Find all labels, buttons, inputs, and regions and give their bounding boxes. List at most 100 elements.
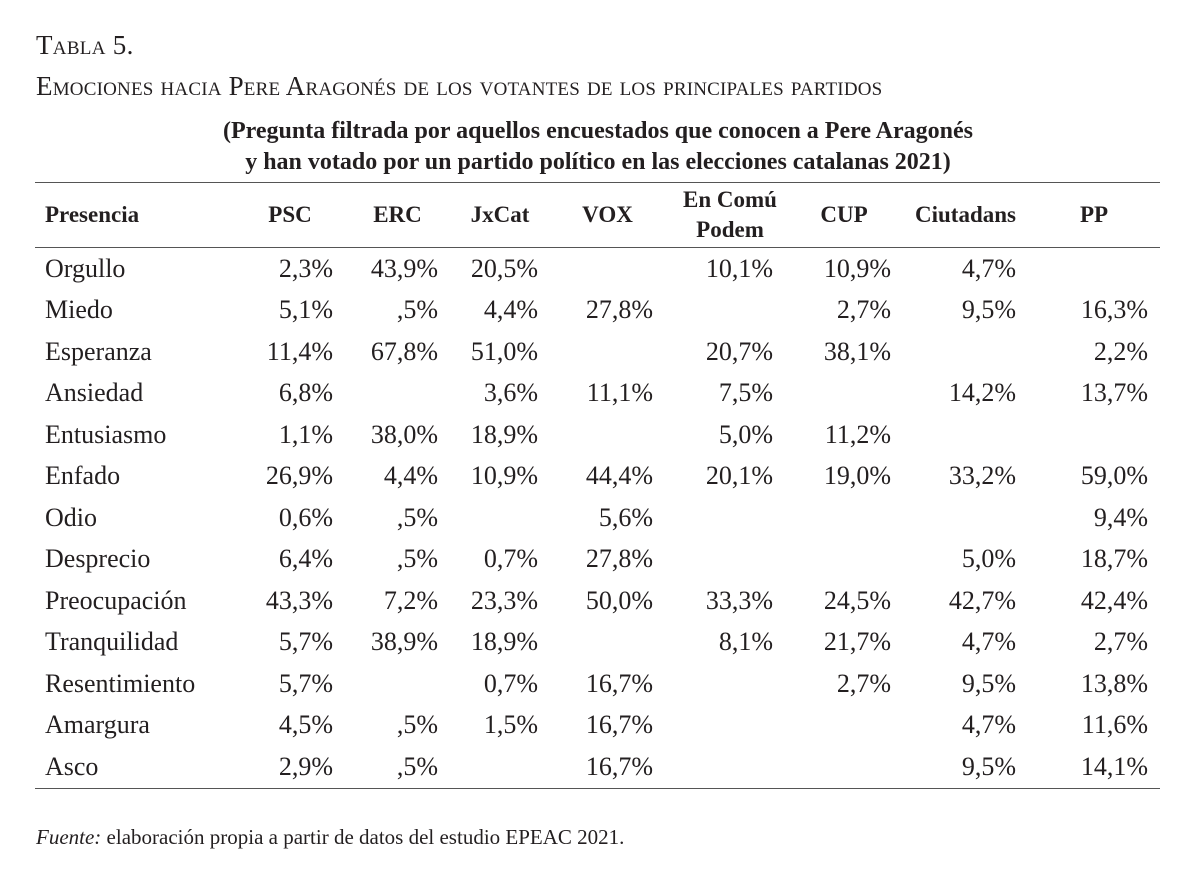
table-title: Emociones hacia Pere Aragonés de los vot…: [36, 71, 883, 101]
table-cell: ,5%: [396, 544, 438, 574]
table-cell: 0,7%: [483, 544, 538, 574]
table-cell: 8,1%: [718, 627, 773, 657]
table-cell: 33,2%: [948, 461, 1016, 491]
table-cell: 4,4%: [483, 295, 538, 325]
table-cell: 44,4%: [585, 461, 653, 491]
subtitle-line-1: (Pregunta filtrada por aquellos encuesta…: [223, 118, 973, 144]
table-cell: 11,6%: [1081, 710, 1148, 740]
table-cell: [903, 414, 1028, 456]
table-cell: 23,3%: [470, 585, 538, 615]
table-cell: [345, 663, 450, 705]
table-cell: [665, 746, 785, 788]
column-header: Ciutadans: [915, 202, 1016, 227]
table-cell: [1028, 414, 1160, 456]
table-cell: [903, 497, 1028, 539]
table-cell: 0,7%: [483, 668, 538, 698]
row-label: Ansiedad: [45, 378, 144, 408]
row-label: Entusiasmo: [45, 419, 167, 449]
table-cell: 38,9%: [370, 627, 438, 657]
column-header: En Comú Podem: [683, 187, 777, 242]
table-cell: 4,7%: [961, 627, 1016, 657]
table-row: Odio 0,6% ,5% 5,6% 9,4%: [35, 497, 1160, 539]
table-cell: ,5%: [396, 710, 438, 740]
table-row: Esperanza 11,4% 67,8% 51,0% 20,7% 38,1% 2,2%: [35, 331, 1160, 373]
table-cell: 10,9%: [470, 461, 538, 491]
table-row: Tranquilidad 5,7% 38,9% 18,9% 8,1% 21,7% 4,7% 2…: [35, 622, 1160, 664]
table-cell: 2,7%: [836, 668, 891, 698]
table-cell: 4,7%: [961, 253, 1016, 283]
table-cell: 16,7%: [585, 710, 653, 740]
table-cell: 9,5%: [961, 295, 1016, 325]
table-cell: 5,6%: [598, 502, 653, 532]
table-row: Asco 2,9% ,5% 16,7% 9,5% 14,1%: [35, 746, 1160, 788]
table-cell: [450, 497, 550, 539]
table-cell: 10,9%: [823, 253, 891, 283]
row-label: Asco: [45, 751, 99, 781]
table-row: Ansiedad 6,8% 3,6% 11,1% 7,5% 14,2% 13,7%: [35, 373, 1160, 415]
table-cell: 11,1%: [586, 378, 653, 408]
table-row: Miedo 5,1% ,5% 4,4% 27,8% 2,7% 9,5% 16,3%: [35, 290, 1160, 332]
table-cell: [903, 331, 1028, 373]
table-cell: 38,0%: [370, 419, 438, 449]
row-label: Tranquilidad: [45, 627, 179, 657]
header-row: Presencia PSC ERC JxCat VOX En Comú Podem CUP Ci…: [35, 182, 1160, 248]
table-cell: [665, 539, 785, 581]
table-cell: 11,2%: [824, 419, 891, 449]
table-cell: 21,7%: [823, 627, 891, 657]
table-cell: 5,7%: [278, 668, 333, 698]
table-cell: 9,5%: [961, 751, 1016, 781]
table-cell: ,5%: [396, 751, 438, 781]
table-row: Resentimiento 5,7% 0,7% 16,7% 2,7% 9,5% 13,8%: [35, 663, 1160, 705]
table-cell: 0,6%: [278, 502, 333, 532]
table-cell: 1,5%: [483, 710, 538, 740]
table-cell: 9,5%: [961, 668, 1016, 698]
row-label: Esperanza: [45, 336, 152, 366]
table-cell: 2,3%: [278, 253, 333, 283]
column-header: Presencia: [45, 202, 140, 227]
row-label: Orgullo: [45, 253, 126, 283]
table-row: Amargura 4,5% ,5% 1,5% 16,7% 4,7% 11,6%: [35, 705, 1160, 747]
table-cell: 10,1%: [705, 253, 773, 283]
table-cell: 7,5%: [718, 378, 773, 408]
row-label: Amargura: [45, 710, 150, 740]
table-subtitle: (Pregunta filtrada por aquellos encuesta…: [0, 116, 1196, 178]
table-cell: 33,3%: [705, 585, 773, 615]
table-cell: 16,7%: [585, 751, 653, 781]
table-cell: [550, 622, 665, 664]
table-cell: 27,8%: [585, 295, 653, 325]
table-cell: 38,1%: [823, 336, 891, 366]
table-cell: 7,2%: [383, 585, 438, 615]
table-cell: 42,7%: [948, 585, 1016, 615]
footnote-text: elaboración propia a partir de datos del…: [101, 825, 625, 849]
table-cell: [665, 663, 785, 705]
table-cell: 43,9%: [370, 253, 438, 283]
table-cell: 16,3%: [1080, 295, 1148, 325]
table-cell: [785, 705, 903, 747]
row-label: Resentimiento: [45, 668, 196, 698]
table-cell: [785, 539, 903, 581]
table-cell: [785, 373, 903, 415]
table-cell: 18,9%: [470, 627, 538, 657]
table-cell: [665, 497, 785, 539]
table-cell: 2,7%: [1093, 627, 1148, 657]
table-cell: 27,8%: [585, 544, 653, 574]
table-cell: 5,0%: [718, 419, 773, 449]
table-cell: 59,0%: [1080, 461, 1148, 491]
table-cell: 24,5%: [823, 585, 891, 615]
column-header: PP: [1079, 202, 1109, 227]
column-header: VOX: [582, 202, 633, 227]
row-label: Desprecio: [45, 544, 151, 574]
table-row: Enfado 26,9% 4,4% 10,9% 44,4% 20,1% 19,0% 33,2%…: [35, 456, 1160, 498]
column-header: JxCat: [470, 202, 530, 227]
table-row: Preocupación 43,3% 7,2% 23,3% 50,0% 33,3% 24,5…: [35, 580, 1160, 622]
table-row: Orgullo 2,3% 43,9% 20,5% 10,1% 10,9% 4,7%: [35, 248, 1160, 290]
table-cell: [785, 746, 903, 788]
table-cell: 6,4%: [278, 544, 333, 574]
table-cell: 11,4%: [266, 336, 333, 366]
table-number: Tabla 5.: [36, 30, 134, 60]
table-cell: ,5%: [396, 502, 438, 532]
table-cell: [665, 290, 785, 332]
table-cell: 16,7%: [585, 668, 653, 698]
table-cell: 19,0%: [823, 461, 891, 491]
table-cell: 1,1%: [278, 419, 333, 449]
